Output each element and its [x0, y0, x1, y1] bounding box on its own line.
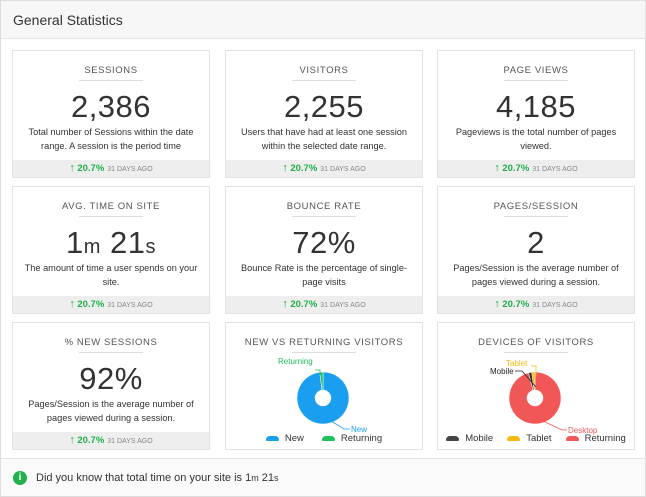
change-period: 31 DAYS AGO: [107, 302, 153, 309]
divider: [79, 352, 143, 353]
divider: [292, 80, 356, 81]
legend-item-returning[interactable]: Returning: [321, 433, 382, 444]
pie-slice-returning[interactable]: [319, 371, 324, 391]
visitors-card: VISITORS 2,255 Users that have had at le…: [225, 50, 423, 178]
legend-item-returning[interactable]: Returning: [565, 433, 626, 444]
change-period: 31 DAYS AGO: [532, 302, 578, 309]
metric-value: 72%: [292, 225, 356, 260]
bounce-rate-card: BOUNCE RATE 72% Bounce Rate is the perce…: [225, 186, 423, 314]
arrow-up-icon: ↑: [494, 298, 500, 310]
info-icon: i: [13, 470, 27, 485]
new-sessions-card: % NEW SESSIONS 92% Pages/Session is the …: [12, 322, 210, 450]
chart-legend: New Returning: [226, 433, 422, 444]
arrow-up-icon: ↑: [69, 162, 75, 174]
card-title: SESSIONS: [84, 65, 138, 76]
change-footer: ↑ 20.7% 31 DAYS AGO: [13, 160, 209, 177]
card-title: BOUNCE RATE: [286, 201, 362, 212]
change-percent: 20.7%: [77, 435, 105, 446]
metric-description: The amount of time a user spends on your…: [24, 263, 198, 287]
card-title: PAGE VIEWS: [503, 65, 569, 76]
change-percent: 20.7%: [77, 163, 105, 174]
avg-time-on-site-card: AVG. TIME ON SITE 1m 21s The amount of t…: [12, 186, 210, 314]
page-views-card: PAGE VIEWS 4,185 Pageviews is the total …: [437, 50, 635, 178]
pie-slice-new[interactable]: [296, 371, 350, 425]
devices-pie: [508, 371, 562, 425]
change-period: 31 DAYS AGO: [532, 166, 578, 173]
divider: [504, 80, 568, 81]
arrow-up-icon: ↑: [69, 434, 75, 446]
pie-slice-tablet[interactable]: [531, 371, 536, 391]
arrow-up-icon: ↑: [494, 162, 500, 174]
sessions-card: SESSIONS 2,386 Total number of Sessions …: [12, 50, 210, 178]
divider: [292, 352, 356, 353]
change-footer: ↑ 20.7% 31 DAYS AGO: [13, 296, 209, 313]
card-title: VISITORS: [299, 65, 349, 76]
divider: [79, 216, 143, 217]
chart-legend: Mobile Tablet Returning: [438, 433, 634, 444]
pages-per-session-card: PAGES/SESSION 2 Pages/Session is the ave…: [437, 186, 635, 314]
panel-header: General Statistics: [1, 1, 645, 39]
legend-item-new[interactable]: New: [265, 433, 304, 444]
change-footer: ↑ 20.7% 31 DAYS AGO: [226, 296, 422, 313]
change-percent: 20.7%: [502, 299, 530, 310]
arrow-up-icon: ↑: [69, 298, 75, 310]
metric-value: 92%: [79, 361, 143, 396]
metric-value: 4,185: [495, 89, 577, 124]
divider: [504, 352, 568, 353]
metric-value: 2,255: [283, 89, 365, 124]
card-title: DEVICES OF VISITORS: [478, 337, 594, 348]
info-footer: i Did you know that total time on your s…: [1, 458, 645, 496]
change-footer: ↑ 20.7% 31 DAYS AGO: [13, 432, 209, 449]
divider: [504, 216, 568, 217]
change-period: 31 DAYS AGO: [107, 166, 153, 173]
new-vs-returning-pie: [296, 371, 350, 425]
card-title: PAGES/SESSION: [493, 201, 579, 212]
arrow-up-icon: ↑: [282, 298, 288, 310]
change-percent: 20.7%: [77, 299, 105, 310]
change-percent: 20.7%: [290, 163, 318, 174]
metric-description: Pageviews is the total number of pages v…: [455, 127, 617, 151]
label-returning: Returning: [278, 357, 313, 366]
label-new: New: [351, 425, 367, 434]
divider: [292, 216, 356, 217]
pie-slice-desktop[interactable]: [508, 371, 562, 425]
divider: [79, 80, 143, 81]
metric-value: 2,386: [70, 89, 152, 124]
change-period: 31 DAYS AGO: [320, 166, 366, 173]
change-period: 31 DAYS AGO: [107, 438, 153, 445]
change-footer: ↑ 20.7% 31 DAYS AGO: [226, 160, 422, 177]
metric-value: 2: [527, 225, 545, 260]
change-period: 31 DAYS AGO: [320, 302, 366, 309]
change-footer: ↑ 20.7% 31 DAYS AGO: [438, 160, 634, 177]
metric-description: Bounce Rate is the percentage of single-…: [241, 263, 407, 287]
card-title: NEW VS RETURNING VISITORS: [244, 337, 404, 348]
devices-card: DEVICES OF VISITORS Tablet Mobile Deskto…: [437, 322, 635, 450]
card-title: AVG. TIME ON SITE: [61, 201, 160, 212]
metric-value: 1m 21s: [65, 225, 157, 260]
panel-title: General Statistics: [13, 12, 123, 28]
legend-item-tablet[interactable]: Tablet: [507, 433, 552, 444]
metric-description: Pages/Session is the average number of p…: [28, 399, 194, 423]
metric-description: Pages/Session is the average number of p…: [453, 263, 619, 287]
metric-description: Total number of Sessions within the date…: [28, 127, 194, 151]
label-desktop: Desktop: [568, 426, 598, 435]
legend-item-mobile[interactable]: Mobile: [446, 433, 493, 444]
new-vs-returning-card: NEW VS RETURNING VISITORS Returning New …: [225, 322, 423, 450]
label-tablet: Tablet: [506, 359, 528, 368]
change-footer: ↑ 20.7% 31 DAYS AGO: [438, 296, 634, 313]
metric-description: Users that have had at least one session…: [241, 127, 407, 151]
change-percent: 20.7%: [502, 163, 530, 174]
card-title: % NEW SESSIONS: [64, 337, 158, 348]
arrow-up-icon: ↑: [282, 162, 288, 174]
label-mobile: Mobile: [490, 367, 514, 376]
change-percent: 20.7%: [290, 299, 318, 310]
footer-text: Did you know that total time on your sit…: [36, 471, 279, 484]
